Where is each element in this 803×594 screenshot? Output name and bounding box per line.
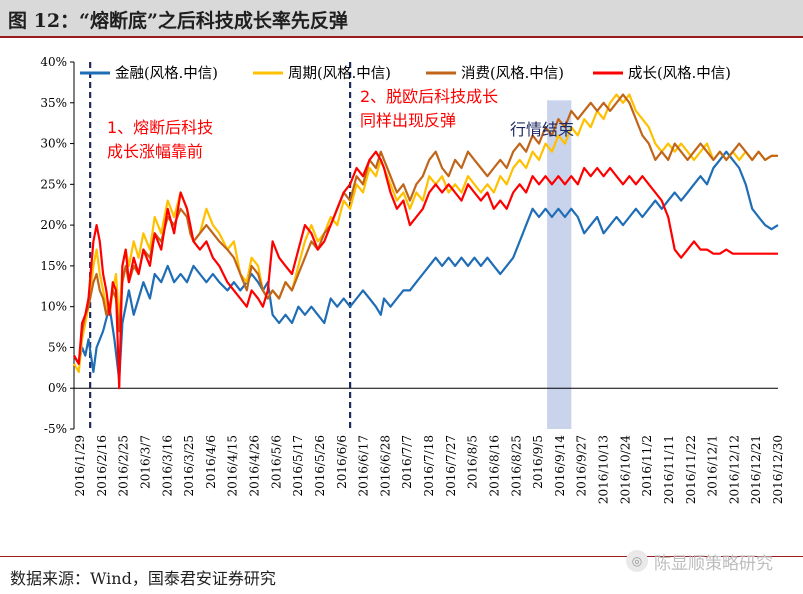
- y-tick-label: 20%: [40, 218, 67, 232]
- series-line-周期: [73, 93, 778, 373]
- series-line-金融: [73, 150, 779, 382]
- legend-label: 周期(风格.中信): [288, 65, 391, 82]
- x-tick-label: 2016/10/24: [618, 435, 632, 505]
- x-tick-label: 2016/4/6: [204, 435, 218, 489]
- x-tick-label: 2016/6/28: [378, 435, 392, 497]
- axis-layer: -5% 0% 5% 10% 15% 20% 25% 30% 35% 40%: [40, 55, 778, 436]
- y-tick-label: 35%: [40, 96, 67, 110]
- x-tick-label: 2016/12/12: [727, 435, 741, 504]
- y-tick-label: 40%: [40, 55, 67, 69]
- line-chart: -5% 0% 5% 10% 15% 20% 25% 30% 35% 40% 金融(风格.中信) 周期…: [40, 55, 785, 505]
- watermark-text: 陈显顺策略研究: [654, 553, 773, 574]
- watermark: ◎ 陈显顺策略研究: [626, 548, 773, 574]
- x-tick-label: 2016/8/16: [487, 435, 501, 497]
- x-tick-labels: 2016/1/29 2016/2/16 2016/2/25 2016/3/7 2016/…: [73, 435, 785, 505]
- x-tick-label: 2016/9/27: [575, 435, 589, 497]
- legend-label: 成长(风格.中信): [628, 65, 731, 82]
- y-tick-label: -5%: [44, 422, 67, 436]
- x-tick-label: 2016/3/16: [160, 435, 174, 497]
- annotation-text: 1、熔断后科技: [107, 118, 213, 137]
- title-bar: 图 12：“熔断底”之后科技成长率先反弹: [0, 0, 803, 38]
- x-tick-label: 2016/3/25: [182, 435, 196, 497]
- annotation-text: 同样出现反弹: [360, 111, 456, 130]
- source-note: 数据来源：Wind，国泰君安证券研究: [10, 569, 276, 588]
- x-tick-label: 2016/12/21: [749, 435, 763, 504]
- x-tick-label: 2016/6/6: [335, 435, 349, 489]
- x-tick-label: 2016/5/6: [269, 435, 283, 489]
- x-tick-label: 2016/8/25: [509, 435, 523, 497]
- legend-label: 消费(风格.中信): [461, 65, 564, 82]
- y-tick-label: 15%: [40, 259, 67, 273]
- x-tick-label: 2016/11/2: [640, 435, 654, 497]
- x-tick-label: 2016/6/17: [357, 435, 371, 497]
- x-tick-label: 2016/9/5: [531, 435, 545, 489]
- x-tick-label: 2016/7/27: [444, 435, 458, 497]
- x-tick-label: 2016/1/29: [73, 435, 87, 497]
- series-layer: [73, 93, 779, 390]
- wechat-icon: ◎: [626, 550, 648, 572]
- vertical-lines-layer: [89, 62, 352, 429]
- shaded-region-layer: [547, 100, 572, 429]
- x-tick-label: 2016/11/11: [662, 435, 676, 504]
- legend-label: 金融(风格.中信): [115, 65, 218, 82]
- x-tick-label: 2016/12/30: [771, 435, 785, 504]
- x-tick-label: 2016/2/25: [117, 435, 131, 497]
- series-line-消费: [73, 93, 778, 365]
- annotation-text: 2、脱欧后科技成长: [360, 87, 498, 106]
- shaded-period: [547, 100, 572, 429]
- annotation-text: 成长涨幅靠前: [107, 142, 203, 161]
- x-tick-label: 2016/5/26: [313, 435, 327, 497]
- x-tick-label: 2016/11/22: [684, 435, 698, 504]
- x-tick-label: 2016/10/13: [597, 435, 611, 504]
- legend: 金融(风格.中信) 周期(风格.中信) 消费(风格.中信) 成长(风格.中信): [80, 65, 731, 82]
- x-tick-label: 2016/7/18: [422, 435, 436, 497]
- y-tick-label: 10%: [40, 300, 67, 314]
- series-line-成长: [73, 150, 778, 390]
- y-tick-label: 25%: [40, 177, 67, 191]
- y-tick-label: 5%: [48, 340, 67, 354]
- y-tick-label: 0%: [48, 381, 67, 395]
- x-tick-label: 2016/2/16: [95, 435, 109, 497]
- annotation-text: 行情结束: [510, 120, 574, 139]
- x-tick-label: 2016/5/17: [291, 435, 305, 497]
- x-tick-label: 2016/7/7: [400, 435, 414, 489]
- x-tick-label: 2016/8/5: [466, 435, 480, 489]
- x-tick-label: 2016/3/7: [138, 435, 152, 489]
- chart-title: 图 12：“熔断底”之后科技成长率先反弹: [8, 10, 348, 32]
- x-tick-label: 2016/12/1: [706, 435, 720, 497]
- footer-divider: [0, 556, 803, 557]
- y-tick-label: 30%: [40, 137, 67, 151]
- x-tick-label: 2016/4/15: [226, 435, 240, 497]
- x-tick-label: 2016/9/14: [553, 435, 567, 497]
- x-tick-label: 2016/4/26: [248, 435, 262, 497]
